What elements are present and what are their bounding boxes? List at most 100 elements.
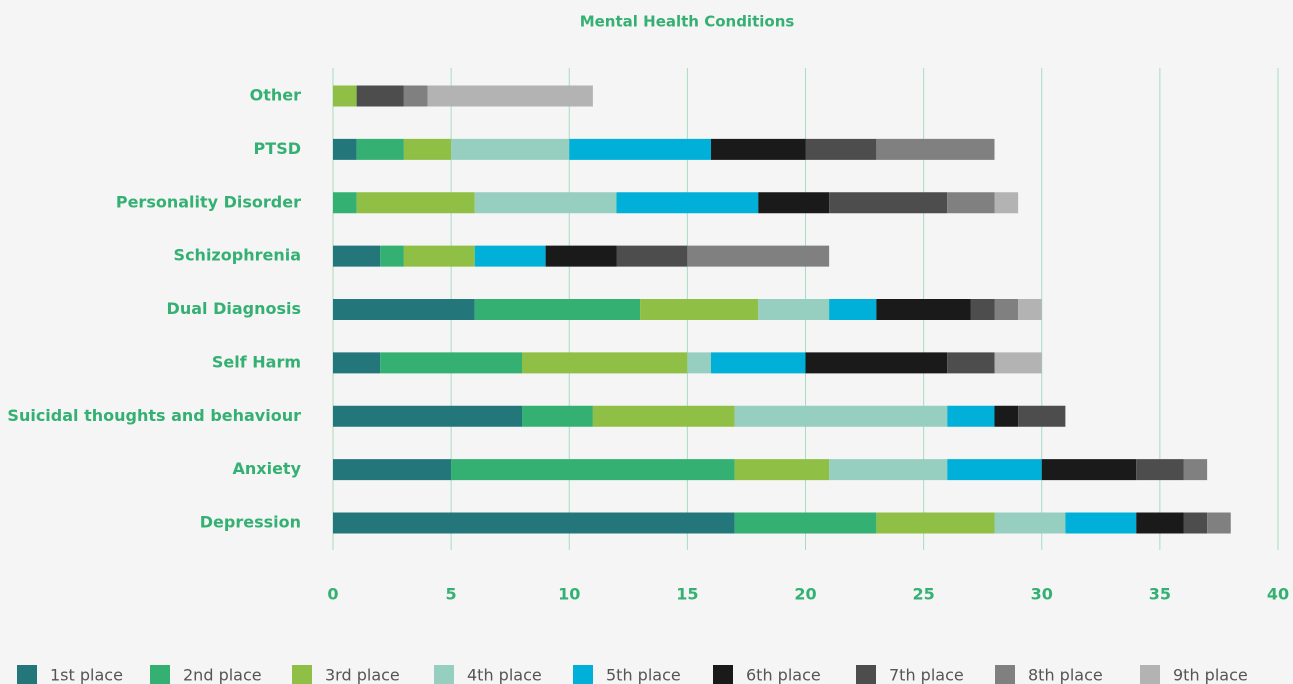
bar-segment <box>1136 459 1184 481</box>
category-label: Suicidal thoughts and behaviour <box>7 406 301 425</box>
bar-segment <box>805 352 948 374</box>
bar-segment <box>427 85 593 107</box>
legend-label: 8th place <box>1028 666 1103 684</box>
bar-segment <box>687 352 711 374</box>
legend-label: 3rd place <box>325 666 400 684</box>
bar-segment <box>403 85 428 107</box>
bar-segment <box>333 245 381 267</box>
legend-label: 6th place <box>746 666 821 684</box>
legend-label: 2nd place <box>183 666 262 684</box>
bar-segment <box>1065 512 1137 534</box>
bar-segment <box>1136 512 1184 534</box>
bar-segment <box>947 192 995 214</box>
category-label: Personality Disorder <box>116 192 301 211</box>
bar-segment <box>947 459 1042 481</box>
category-label: Other <box>250 86 301 105</box>
bar-segment <box>876 512 995 534</box>
legend-swatch <box>856 665 876 684</box>
bar-segment <box>333 459 452 481</box>
bar-segment <box>474 299 641 320</box>
bar-segment <box>994 352 1042 374</box>
bar-segment <box>592 405 735 427</box>
bar-segment <box>1041 459 1137 481</box>
bar-segment <box>545 245 617 267</box>
legend-swatch <box>573 665 593 684</box>
legend-label: 5th place <box>606 666 681 684</box>
bar-segment <box>333 405 522 427</box>
legend-label: 1st place <box>50 666 123 684</box>
bar-segment <box>403 138 452 160</box>
bar-segment <box>356 138 404 160</box>
bar-segment <box>333 512 735 534</box>
bar-segment <box>522 405 593 427</box>
bar-segment <box>1183 512 1208 534</box>
legend-label: 7th place <box>889 666 964 684</box>
bar-segment <box>947 352 995 374</box>
x-tick-label: 10 <box>558 585 580 604</box>
bar-segment <box>333 192 357 214</box>
x-tick-label: 20 <box>794 585 816 604</box>
bar-segment <box>758 192 830 214</box>
bar-segment <box>711 352 806 374</box>
legend-swatch <box>150 665 170 684</box>
bar-segment <box>333 138 357 160</box>
category-label: Depression <box>200 513 301 532</box>
legend-swatch <box>292 665 312 684</box>
bar-segment <box>711 138 806 160</box>
category-label: Dual Diagnosis <box>167 299 301 318</box>
bar-segment <box>403 245 475 267</box>
bar-segment <box>380 352 522 374</box>
bar-segment <box>616 192 759 214</box>
bar-segment <box>734 459 830 481</box>
bar-segment <box>380 245 404 267</box>
legend-swatch <box>434 665 454 684</box>
bar-segment <box>734 512 877 534</box>
bar-segment <box>333 352 381 374</box>
x-tick-label: 0 <box>327 585 338 604</box>
bar-segment <box>522 352 688 374</box>
bar-segment <box>451 138 570 160</box>
bar-segment <box>1018 405 1066 427</box>
bar-segment <box>474 245 546 267</box>
bar-segment <box>451 459 735 481</box>
bar-segment <box>333 85 357 107</box>
bar-segment <box>758 299 830 320</box>
legend-label: 9th place <box>1173 666 1248 684</box>
legend-swatch <box>17 665 37 684</box>
bar-segment <box>640 299 759 320</box>
category-label: PTSD <box>254 139 301 158</box>
x-tick-label: 5 <box>446 585 457 604</box>
bar-segment <box>829 192 948 214</box>
legend-swatch <box>995 665 1015 684</box>
bar-segment <box>1207 512 1231 534</box>
bar-segment <box>994 405 1019 427</box>
legend-swatch <box>713 665 733 684</box>
bar-segment <box>994 299 1019 320</box>
chart-title: Mental Health Conditions <box>580 13 795 31</box>
bar-segment <box>876 299 971 320</box>
bar-segment <box>876 138 995 160</box>
bar-segment <box>356 192 475 214</box>
bar-segment <box>829 459 948 481</box>
category-label: Self Harm <box>212 352 301 371</box>
bar-segment <box>333 299 475 320</box>
bar-segment <box>1018 299 1042 320</box>
bar-segment <box>805 138 877 160</box>
bar-segment <box>356 85 404 107</box>
legend-swatch <box>1140 665 1160 684</box>
bar-segment <box>970 299 995 320</box>
x-tick-label: 35 <box>1149 585 1171 604</box>
x-tick-label: 15 <box>676 585 698 604</box>
bar-segment <box>994 512 1066 534</box>
x-tick-label: 40 <box>1267 585 1289 604</box>
category-label: Schizophrenia <box>174 246 301 265</box>
bar-segment <box>687 245 830 267</box>
bar-segment <box>994 192 1019 214</box>
category-label: Anxiety <box>232 459 301 478</box>
bar-segment <box>616 245 688 267</box>
x-tick-label: 30 <box>1031 585 1053 604</box>
bar-segment <box>829 299 877 320</box>
legend-label: 4th place <box>467 666 542 684</box>
bar-segment <box>947 405 995 427</box>
